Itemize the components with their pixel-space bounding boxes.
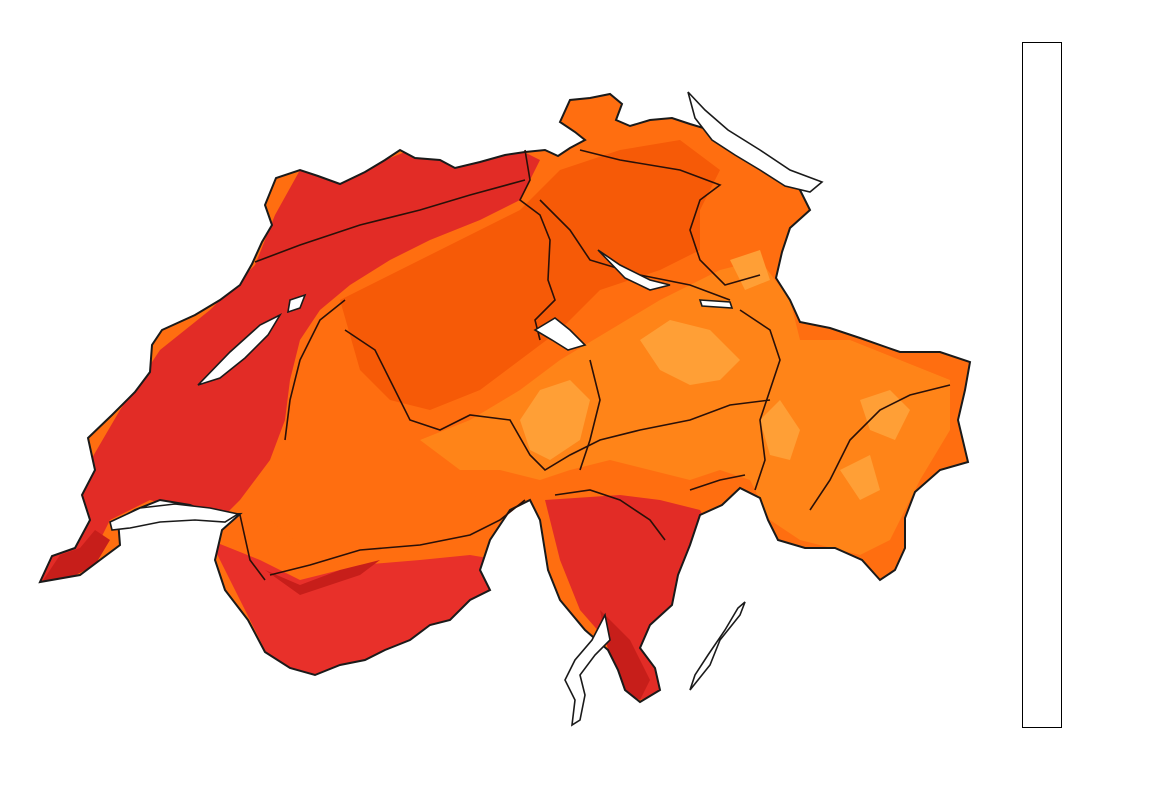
color-legend <box>1022 42 1062 728</box>
band-66-prealps <box>270 420 520 545</box>
band-82-west <box>40 150 540 600</box>
lake-biel <box>286 293 307 314</box>
band-82-ticino <box>545 495 715 700</box>
lake-constance <box>687 91 824 193</box>
lake-maggiore <box>564 612 611 727</box>
lake-lucerne <box>533 317 587 351</box>
band-66-plateau <box>340 140 720 410</box>
band-82-valais <box>210 540 500 680</box>
band-58-alps <box>420 260 950 555</box>
lake-neuchatel <box>197 313 283 386</box>
band-90-patches <box>40 530 650 700</box>
lake-zurich <box>597 249 671 291</box>
band-50-high-alps <box>520 250 910 500</box>
lake-geneva <box>109 503 241 531</box>
switzerland-map <box>39 91 971 727</box>
lake-walensee <box>698 299 734 309</box>
lake-lugano <box>689 601 746 691</box>
canton-lines <box>239 149 951 581</box>
lakes <box>109 91 824 727</box>
elevation-bands <box>40 140 950 700</box>
